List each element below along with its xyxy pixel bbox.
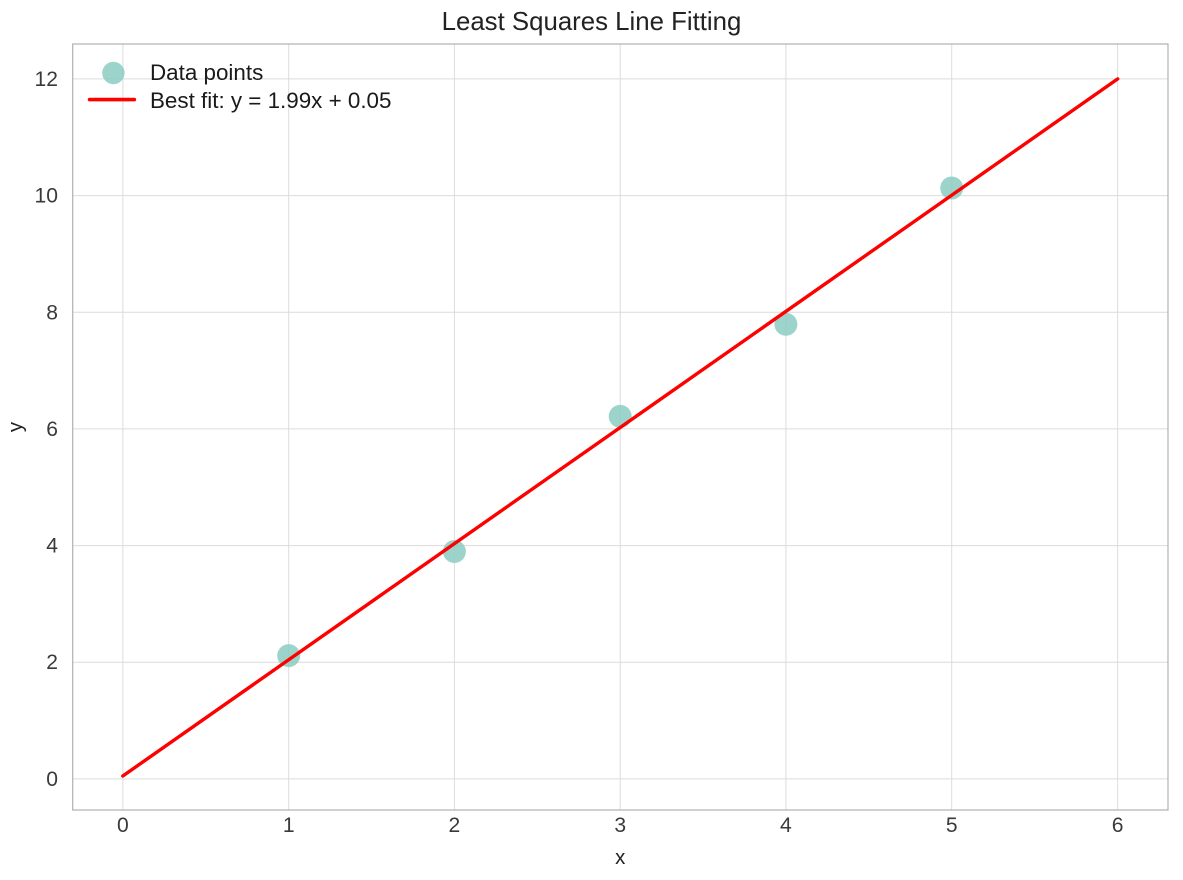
svg-text:8: 8 (46, 301, 58, 324)
svg-text:1: 1 (283, 814, 295, 837)
svg-text:2: 2 (46, 651, 58, 674)
svg-text:4: 4 (46, 535, 58, 558)
svg-text:3: 3 (614, 814, 626, 837)
svg-text:Least Squares Line Fitting: Least Squares Line Fitting (442, 8, 742, 36)
svg-text:10: 10 (35, 185, 58, 208)
svg-text:12: 12 (35, 68, 58, 91)
svg-text:Best fit: y = 1.99x + 0.05: Best fit: y = 1.99x + 0.05 (150, 88, 391, 113)
svg-text:0: 0 (46, 768, 58, 791)
svg-text:Data points: Data points (150, 60, 263, 85)
svg-text:x: x (615, 847, 625, 869)
svg-text:6: 6 (1112, 814, 1124, 837)
svg-text:2: 2 (449, 814, 461, 837)
svg-text:5: 5 (946, 814, 958, 837)
svg-text:4: 4 (780, 814, 792, 837)
svg-text:0: 0 (117, 814, 129, 837)
svg-text:y: y (5, 421, 27, 432)
svg-text:6: 6 (46, 418, 58, 441)
